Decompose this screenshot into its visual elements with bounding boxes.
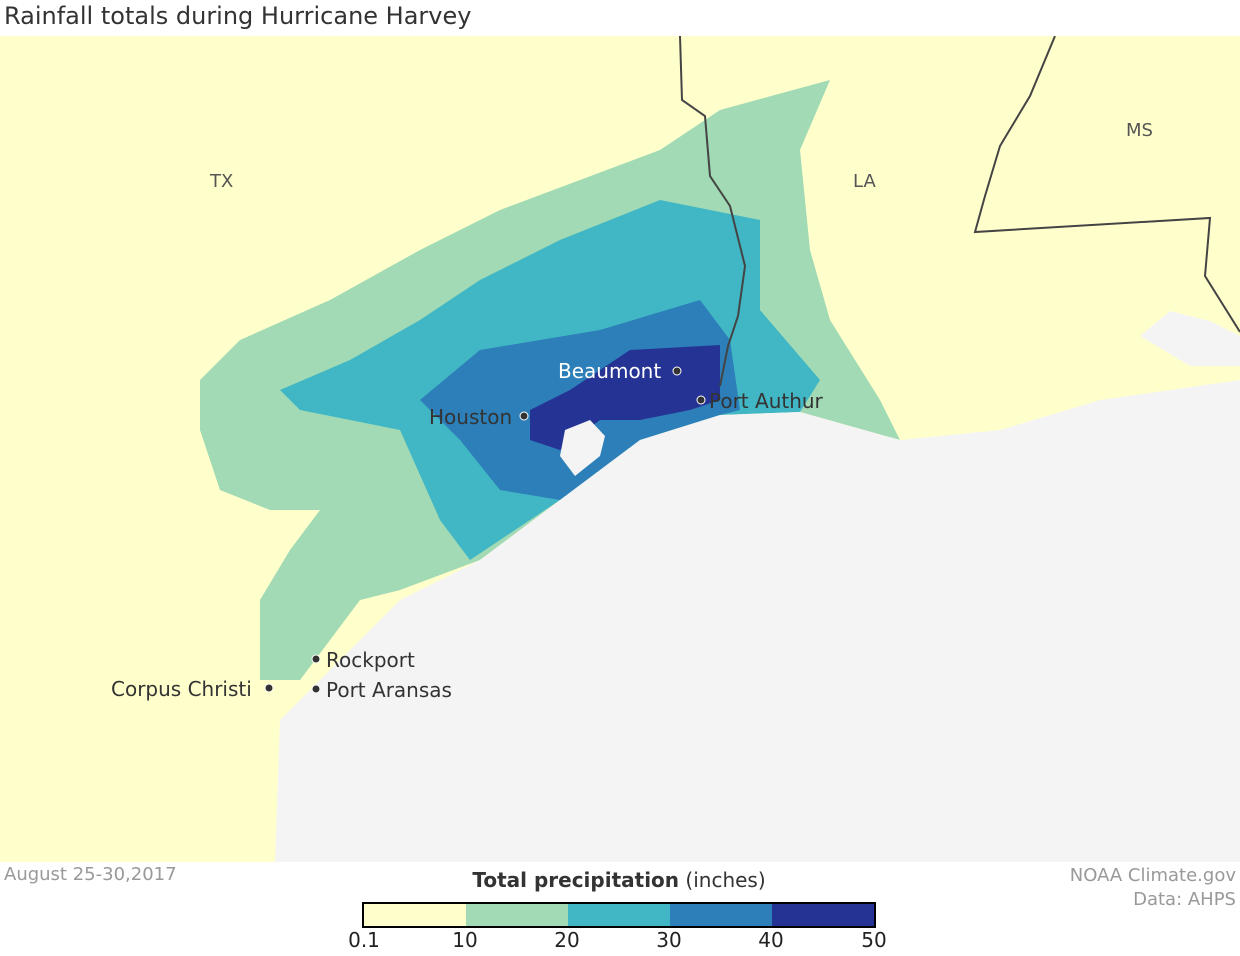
legend-colorbar — [362, 902, 876, 928]
city-beaumont: Beaumont — [558, 359, 682, 383]
state-label-tx: TX — [209, 171, 233, 192]
city-corpus-christi: Corpus Christi — [111, 677, 274, 701]
legend-swatch-0-10 — [364, 904, 466, 926]
svg-text:Rockport: Rockport — [326, 648, 415, 672]
city-houston: Houston — [429, 405, 529, 429]
lake-pontchartrain — [1140, 311, 1240, 366]
legend-swatch-10-20 — [466, 904, 568, 926]
city-port-authur: Port Authur — [696, 389, 824, 413]
legend-title-unit: (inches) — [685, 868, 766, 892]
rain-zone-40-50 — [530, 345, 720, 450]
svg-text:Beaumont: Beaumont — [558, 359, 661, 383]
legend-swatch-20-30 — [568, 904, 670, 926]
map-title: Rainfall totals during Hurricane Harvey — [4, 2, 472, 30]
legend-tick: 10 — [452, 928, 478, 952]
state-label-la: LA — [853, 171, 876, 192]
legend-tick: 30 — [656, 928, 682, 952]
state-border-tx-la — [679, 36, 747, 387]
legend-swatch-40-50 — [772, 904, 874, 926]
legend-tick: 20 — [554, 928, 580, 952]
legend-title-main: Total precipitation — [472, 868, 680, 892]
credit: NOAA Climate.gov Data: AHPS — [1070, 864, 1236, 912]
legend-tick: 40 — [758, 928, 784, 952]
city-port-aransas: Port Aransas — [311, 678, 452, 702]
legend-swatch-30-40 — [670, 904, 772, 926]
legend-tick: 0.1 — [348, 928, 380, 952]
rainfall-map: TX LA MS Beaumont Houston Port Authur Ro… — [0, 36, 1240, 862]
credit-data: Data: AHPS — [1133, 889, 1236, 910]
date-range: August 25-30,2017 — [4, 864, 177, 885]
legend-tick: 50 — [861, 928, 887, 952]
city-rockport: Rockport — [311, 648, 415, 672]
svg-text:Port Aransas: Port Aransas — [326, 678, 452, 702]
galveston-bay — [560, 420, 605, 476]
state-label-ms: MS — [1126, 120, 1153, 141]
svg-text:Corpus Christi: Corpus Christi — [111, 677, 252, 701]
gulf-of-mexico — [275, 380, 1240, 862]
state-border-la-ms — [973, 36, 1240, 333]
svg-text:Houston: Houston — [429, 405, 512, 429]
credit-source: NOAA Climate.gov — [1069, 865, 1236, 886]
svg-text:Port Authur: Port Authur — [709, 389, 824, 413]
legend-title: Total precipitation (inches) — [362, 868, 876, 892]
